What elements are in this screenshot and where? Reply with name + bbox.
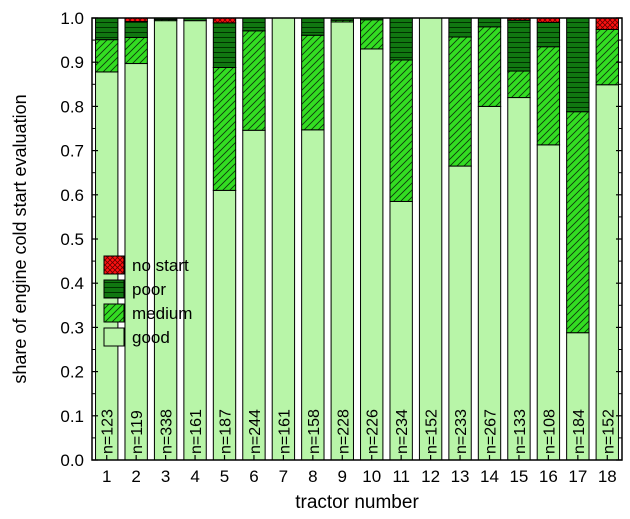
bar-segment-good-12: [418, 17, 443, 461]
x-tick-label-16: 16: [539, 467, 558, 486]
x-tick-label-13: 13: [451, 467, 470, 486]
bar-n-label-17: n=184: [571, 409, 588, 454]
legend-label-no-start: no start: [132, 256, 189, 275]
bar-segment-poor-5: [212, 22, 237, 68]
bar-n-label-6: n=244: [247, 409, 264, 454]
bar-n-label-8: n=158: [306, 409, 323, 454]
bar-n-label-5: n=187: [218, 409, 235, 454]
bar-n-label-16: n=108: [541, 409, 558, 454]
bar-segment-poor-13: [448, 17, 472, 38]
bar-segment-medium-2: [124, 36, 148, 65]
x-tick-label-18: 18: [598, 467, 617, 486]
y-tick-label: 0.9: [60, 53, 84, 72]
bar-segment-no-start-18: [595, 17, 619, 30]
bar-n-labels: n=123 n=119 n=338 n=161 n=187 n=244 n=161 n=158…: [100, 409, 618, 454]
x-axis: 1 2 3 4 5 6 7 8 9 10 11 12 13 14 15 16 17 18: [102, 455, 617, 486]
legend-label-poor: poor: [132, 280, 166, 299]
legend-swatch-poor: [103, 279, 125, 299]
y-axis-label: share of engine cold start evaluation: [10, 94, 30, 383]
legend-swatch-good: [103, 327, 125, 347]
legend-label-medium: medium: [132, 304, 192, 323]
y-tick-label: 0.7: [60, 142, 84, 161]
bar-n-label-9: n=228: [335, 409, 352, 454]
y-tick-label: 0.0: [60, 451, 84, 470]
bar-segment-medium-6: [242, 30, 266, 131]
bar-segment-medium-5: [212, 67, 237, 191]
bar-segment-good-15: [507, 97, 531, 461]
bar-segment-medium-13: [448, 36, 472, 167]
bar-segment-medium-17: [566, 111, 590, 334]
x-tick-label-6: 6: [249, 467, 258, 486]
x-tick-label-3: 3: [161, 467, 170, 486]
bar-segment-good-9: [330, 21, 354, 461]
bar-segment-medium-10: [360, 19, 384, 50]
bar-segment-good-18: [595, 84, 619, 461]
bar-segment-poor-8: [301, 17, 325, 36]
bar-segment-medium-14: [477, 26, 502, 107]
x-tick-label-12: 12: [421, 467, 440, 486]
legend-swatch-medium: [103, 303, 125, 323]
bar-n-label-7: n=161: [276, 409, 293, 454]
bar-segment-poor-16: [536, 21, 561, 48]
y-tick-label: 0.6: [60, 186, 84, 205]
x-tick-label-5: 5: [220, 467, 229, 486]
bar-segment-poor-6: [242, 17, 266, 32]
x-tick-label-2: 2: [131, 467, 140, 486]
y-tick-label: 0.2: [60, 363, 84, 382]
x-axis-label: tractor number: [295, 492, 419, 513]
bar-segment-poor-1: [95, 17, 119, 41]
bars-group: [95, 17, 619, 461]
x-tick-label-9: 9: [338, 467, 347, 486]
bar-segment-poor-15: [507, 19, 531, 72]
bar-n-label-14: n=267: [483, 409, 500, 454]
bar-segment-good-4: [183, 20, 207, 461]
x-tick-label-8: 8: [308, 467, 317, 486]
bar-n-label-11: n=234: [394, 409, 411, 454]
x-tick-label-1: 1: [102, 467, 111, 486]
legend-label-good: good: [132, 328, 170, 347]
bar-n-label-3: n=338: [159, 409, 176, 454]
x-tick-label-17: 17: [568, 467, 587, 486]
bar-n-label-1: n=123: [100, 409, 117, 454]
bar-n-label-18: n=152: [600, 409, 617, 454]
bar-segment-good-3: [153, 20, 178, 461]
x-tick-label-10: 10: [362, 467, 381, 486]
bar-segment-medium-1: [95, 39, 119, 73]
x-tick-label-14: 14: [480, 467, 499, 486]
x-tick-label-11: 11: [392, 467, 410, 486]
bar-segment-poor-11: [389, 17, 413, 61]
y-tick-label: 0.1: [60, 407, 84, 426]
bar-segment-poor-2: [124, 21, 148, 38]
legend: no start poor medium good: [103, 255, 192, 347]
bar-segment-good-7: [271, 17, 296, 461]
bar-n-label-2: n=119: [129, 410, 146, 454]
y-tick-label: 1.0: [60, 9, 84, 28]
y-tick-label: 0.3: [60, 318, 84, 337]
bar-segment-medium-8: [301, 34, 325, 131]
bar-segment-medium-11: [389, 59, 413, 202]
bar-segment-medium-15: [507, 70, 531, 99]
bar-segment-poor-17: [566, 17, 590, 113]
bar-segment-good-10: [360, 48, 384, 461]
x-tick-label-15: 15: [509, 467, 528, 486]
y-axis: 0.0 0.1 0.2 0.3 0.4 0.5 0.6 0.7 0.8 0.9 1.0: [60, 9, 622, 470]
x-tick-label-7: 7: [279, 467, 288, 486]
y-tick-label: 0.4: [60, 274, 84, 293]
bar-n-label-15: n=133: [512, 409, 529, 454]
bar-n-label-10: n=226: [365, 409, 382, 454]
bar-segment-medium-16: [536, 46, 561, 146]
bar-segment-medium-18: [595, 28, 619, 86]
x-tick-label-4: 4: [190, 467, 199, 486]
y-tick-label: 0.8: [60, 97, 84, 116]
bar-segment-good-14: [477, 105, 502, 461]
bar-n-label-4: n=161: [188, 409, 205, 454]
bar-n-label-12: n=152: [424, 409, 441, 454]
bar-n-label-13: n=233: [453, 409, 470, 454]
bar-segment-poor-14: [477, 17, 502, 28]
y-tick-label: 0.5: [60, 230, 84, 249]
legend-swatch-no-start: [103, 255, 125, 275]
